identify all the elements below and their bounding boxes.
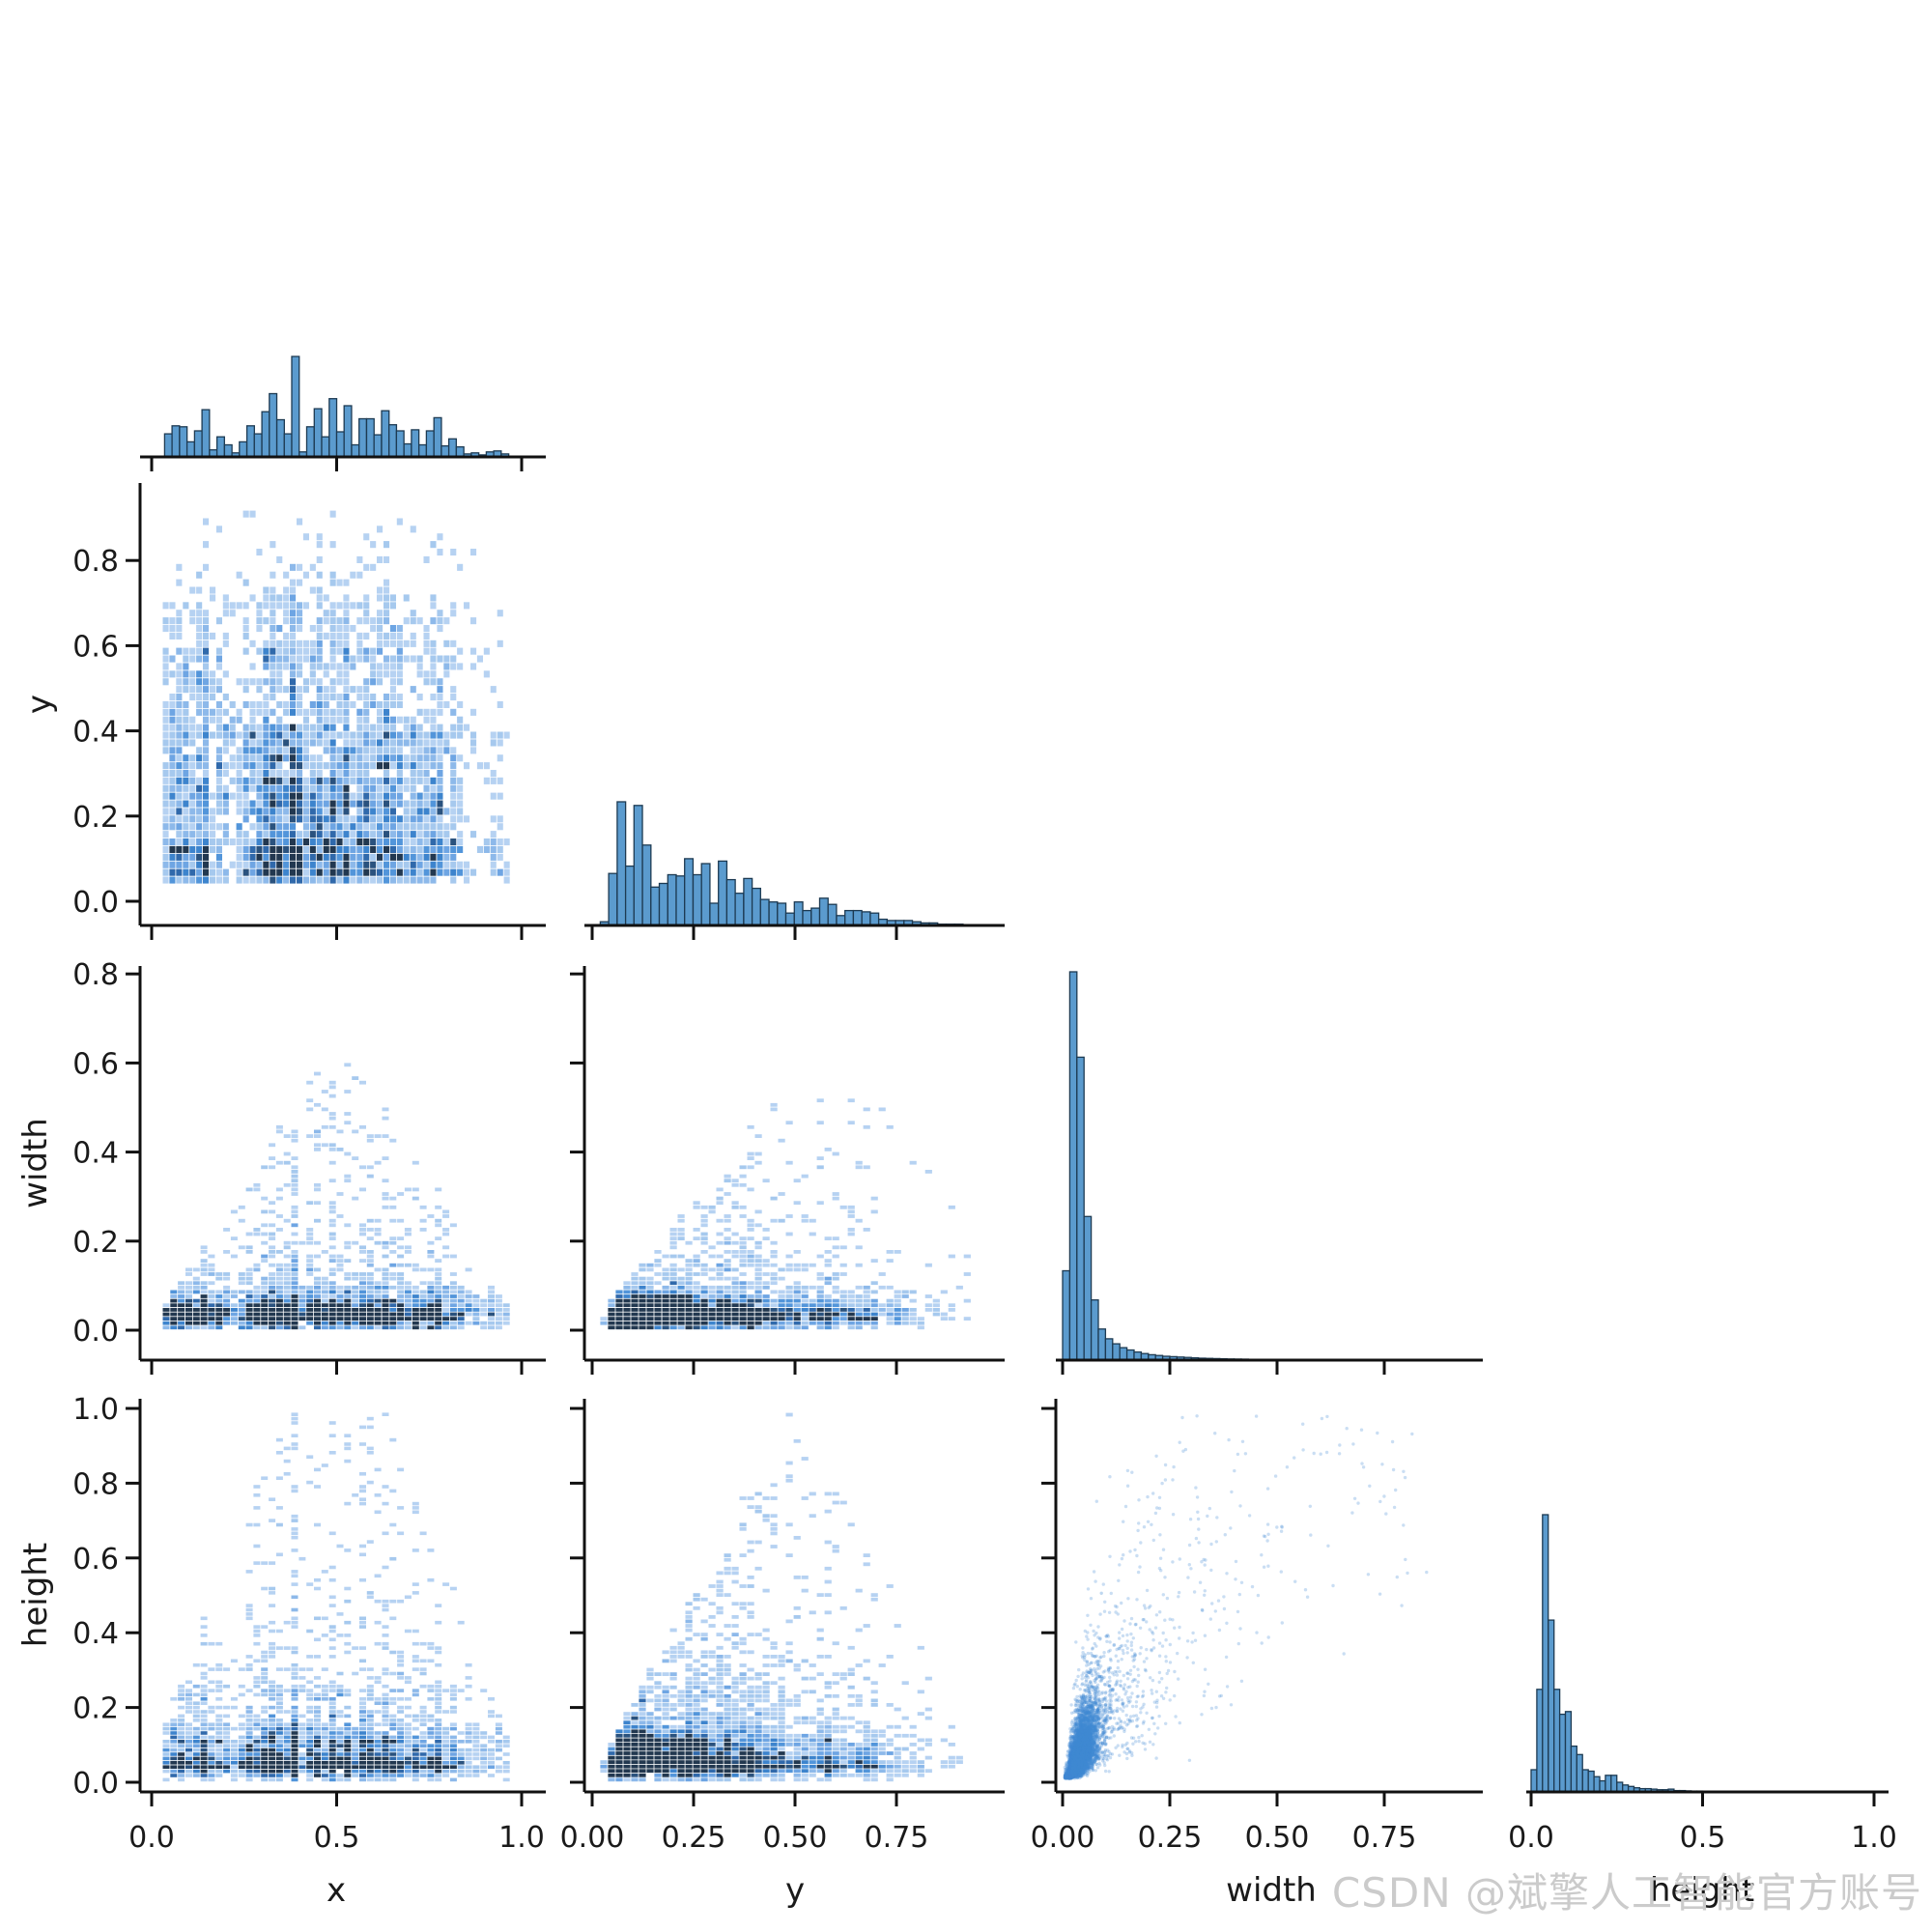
hist-y — [599, 801, 973, 926]
axes-r2c2 — [1056, 1358, 1483, 1375]
y-tick-label: 0.8 — [72, 1467, 119, 1501]
y-tick-label: 0.6 — [72, 1543, 119, 1577]
y-axis-title: y — [785, 1871, 805, 1910]
y-tick-label: 1.0 — [72, 1393, 119, 1427]
y-tick-label: 0.2 — [72, 1692, 119, 1726]
y-axis-title-left: y — [20, 695, 59, 714]
y-tick-label: 0.2 — [72, 801, 119, 835]
panel-y-vs-x — [162, 510, 510, 884]
y-tick-label: 0.8 — [72, 545, 119, 579]
hist-width — [1062, 971, 1321, 1361]
y-tick-label: 0.0 — [72, 1767, 119, 1801]
x-tick-label: 0.25 — [1138, 1821, 1203, 1855]
axes-r1c1 — [584, 923, 1005, 940]
panel-height-vs-y — [600, 1412, 963, 1782]
panel-width-vs-y — [600, 1098, 971, 1330]
axes-r1c0: 0.0 0.2 0.4 0.6 0.8 — [72, 483, 546, 940]
axis-titles: x y width height y width height — [16, 695, 1754, 1910]
x-tick-label: 1.0 — [1851, 1821, 1897, 1855]
axes-r3c1: 0.00 0.25 0.50 0.75 — [560, 1399, 1005, 1855]
y-tick-label: 0.4 — [72, 1617, 119, 1651]
axes-r3c3: 0.0 0.5 1.0 — [1508, 1790, 1897, 1855]
y-tick-label: 0.6 — [72, 1047, 119, 1081]
watermark: CSDN @斌擎人工智能官方账号 — [1331, 1869, 1922, 1917]
axes-r2c0: 0.0 0.2 0.4 0.6 0.8 — [72, 958, 546, 1375]
height-axis-title-left: height — [16, 1543, 55, 1647]
y-tick-label: 0.6 — [72, 630, 119, 664]
y-tick-label: 0.0 — [72, 886, 119, 920]
x-tick-label: 1.0 — [498, 1821, 545, 1855]
axes-r3c0: 0.0 0.5 1.0 0.0 0.2 0.4 0.6 0.8 1.0 — [72, 1393, 546, 1855]
axes-r0c0 — [140, 455, 546, 471]
y-tick-label: 0.2 — [72, 1226, 119, 1260]
x-tick-label: 0.00 — [560, 1821, 625, 1855]
x-tick-label: 0.75 — [865, 1821, 929, 1855]
hist-x — [163, 355, 510, 458]
x-tick-label: 0.0 — [128, 1821, 175, 1855]
axes-r2c1 — [570, 966, 1005, 1375]
width-axis-title-left: width — [16, 1118, 55, 1208]
y-tick-label: 0.8 — [72, 958, 119, 992]
y-tick-label: 0.4 — [72, 1137, 119, 1171]
x-tick-label: 0.25 — [662, 1821, 726, 1855]
y-tick-label: 0.4 — [72, 716, 119, 750]
x-tick-label: 0.50 — [1245, 1821, 1310, 1855]
y-tick-label: 0.0 — [72, 1315, 119, 1349]
x-axis-title: x — [327, 1871, 346, 1910]
x-tick-label: 0.50 — [763, 1821, 828, 1855]
panel-height-vs-width — [1063, 1414, 1429, 1780]
axes-r3c2: 0.00 0.25 0.50 0.75 — [1031, 1399, 1483, 1855]
width-axis-title: width — [1226, 1871, 1317, 1910]
x-tick-label: 0.75 — [1352, 1821, 1417, 1855]
panel-width-vs-x — [162, 1063, 510, 1330]
x-tick-label: 0.5 — [1680, 1821, 1726, 1855]
height-axis-title: height — [1650, 1871, 1754, 1910]
hist-height — [1530, 1514, 1738, 1793]
x-tick-label: 0.0 — [1508, 1821, 1554, 1855]
x-tick-label: 0.00 — [1031, 1821, 1095, 1855]
panel-height-vs-x — [162, 1412, 510, 1782]
x-tick-label: 0.5 — [314, 1821, 360, 1855]
